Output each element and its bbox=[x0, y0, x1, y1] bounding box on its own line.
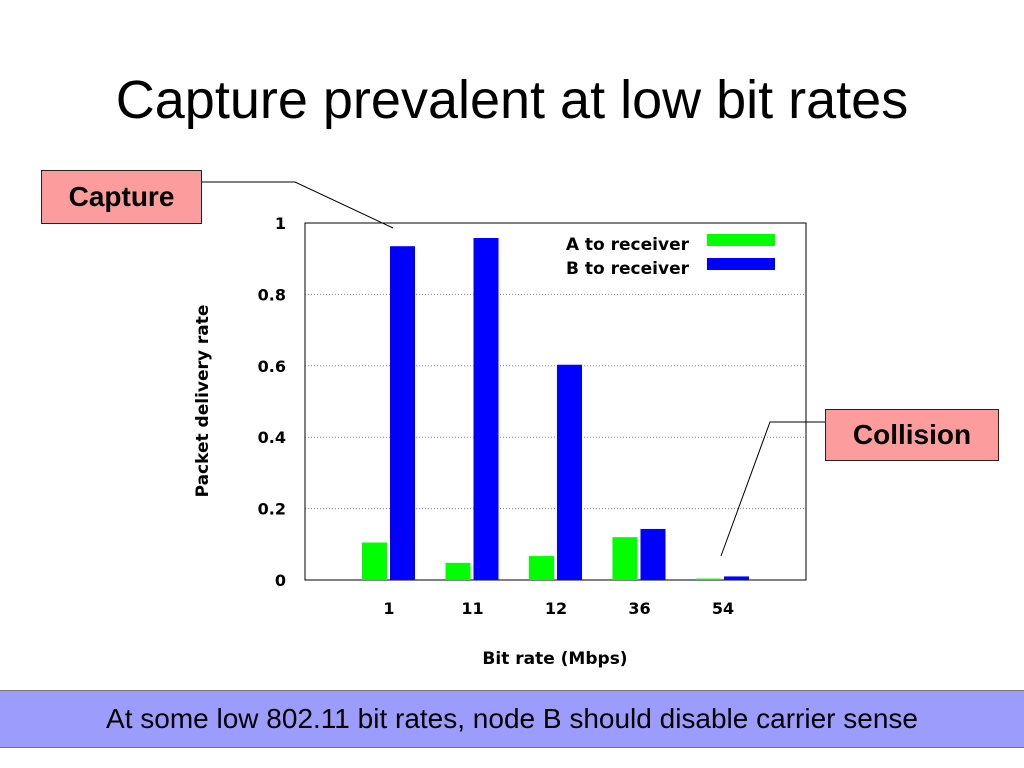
collision-callout: Collision bbox=[825, 409, 999, 461]
x-tick-label: 12 bbox=[545, 599, 567, 618]
bar-b-36 bbox=[640, 528, 666, 580]
y-tick-label: 0 bbox=[275, 571, 286, 590]
y-axis-title: Packet delivery rate bbox=[193, 305, 213, 498]
bar-a-11 bbox=[445, 562, 471, 580]
y-tick-labels: 0 0.2 0.4 0.6 0.8 1 bbox=[258, 214, 286, 590]
bar-a-12 bbox=[529, 556, 554, 580]
y-tick-label: 0.2 bbox=[258, 500, 286, 519]
bar-b-12 bbox=[557, 364, 582, 580]
y-tick-label: 1 bbox=[275, 214, 286, 233]
capture-callout: Capture bbox=[41, 170, 202, 224]
grid-lines bbox=[305, 293, 806, 510]
slide-title: Capture prevalent at low bit rates bbox=[115, 70, 909, 130]
bar-a-54 bbox=[696, 578, 721, 580]
x-tick-label: 11 bbox=[461, 599, 483, 618]
legend: A to receiver B to receiver bbox=[566, 234, 775, 279]
footer-text: At some low 802.11 bit rates, node B sho… bbox=[106, 703, 918, 734]
bar-b-1 bbox=[390, 246, 415, 580]
x-tick-label: 54 bbox=[712, 599, 734, 618]
bar-b-11 bbox=[473, 237, 499, 580]
x-tick-label: 36 bbox=[628, 599, 650, 618]
bar-b-54 bbox=[724, 576, 749, 580]
legend-label-a: A to receiver bbox=[566, 235, 690, 255]
x-tick-labels: 1 11 12 36 54 bbox=[383, 599, 734, 618]
collision-pointer-line bbox=[720, 421, 825, 557]
bar-a-1 bbox=[362, 542, 387, 580]
x-axis-title: Bit rate (Mbps) bbox=[482, 649, 627, 669]
y-tick-label: 0.6 bbox=[258, 357, 286, 376]
legend-swatch-b bbox=[707, 258, 775, 270]
y-tick-label: 0.8 bbox=[258, 285, 286, 304]
capture-pointer-line bbox=[202, 181, 394, 229]
bar-a-36 bbox=[612, 537, 638, 580]
y-tick-label: 0.4 bbox=[258, 428, 286, 447]
footer-bar: At some low 802.11 bit rates, node B sho… bbox=[0, 690, 1024, 748]
bars bbox=[362, 237, 749, 580]
x-tick-label: 1 bbox=[383, 599, 394, 618]
legend-label-b: B to receiver bbox=[566, 259, 690, 279]
plot-frame bbox=[304, 222, 807, 581]
legend-swatch-a bbox=[707, 234, 775, 246]
